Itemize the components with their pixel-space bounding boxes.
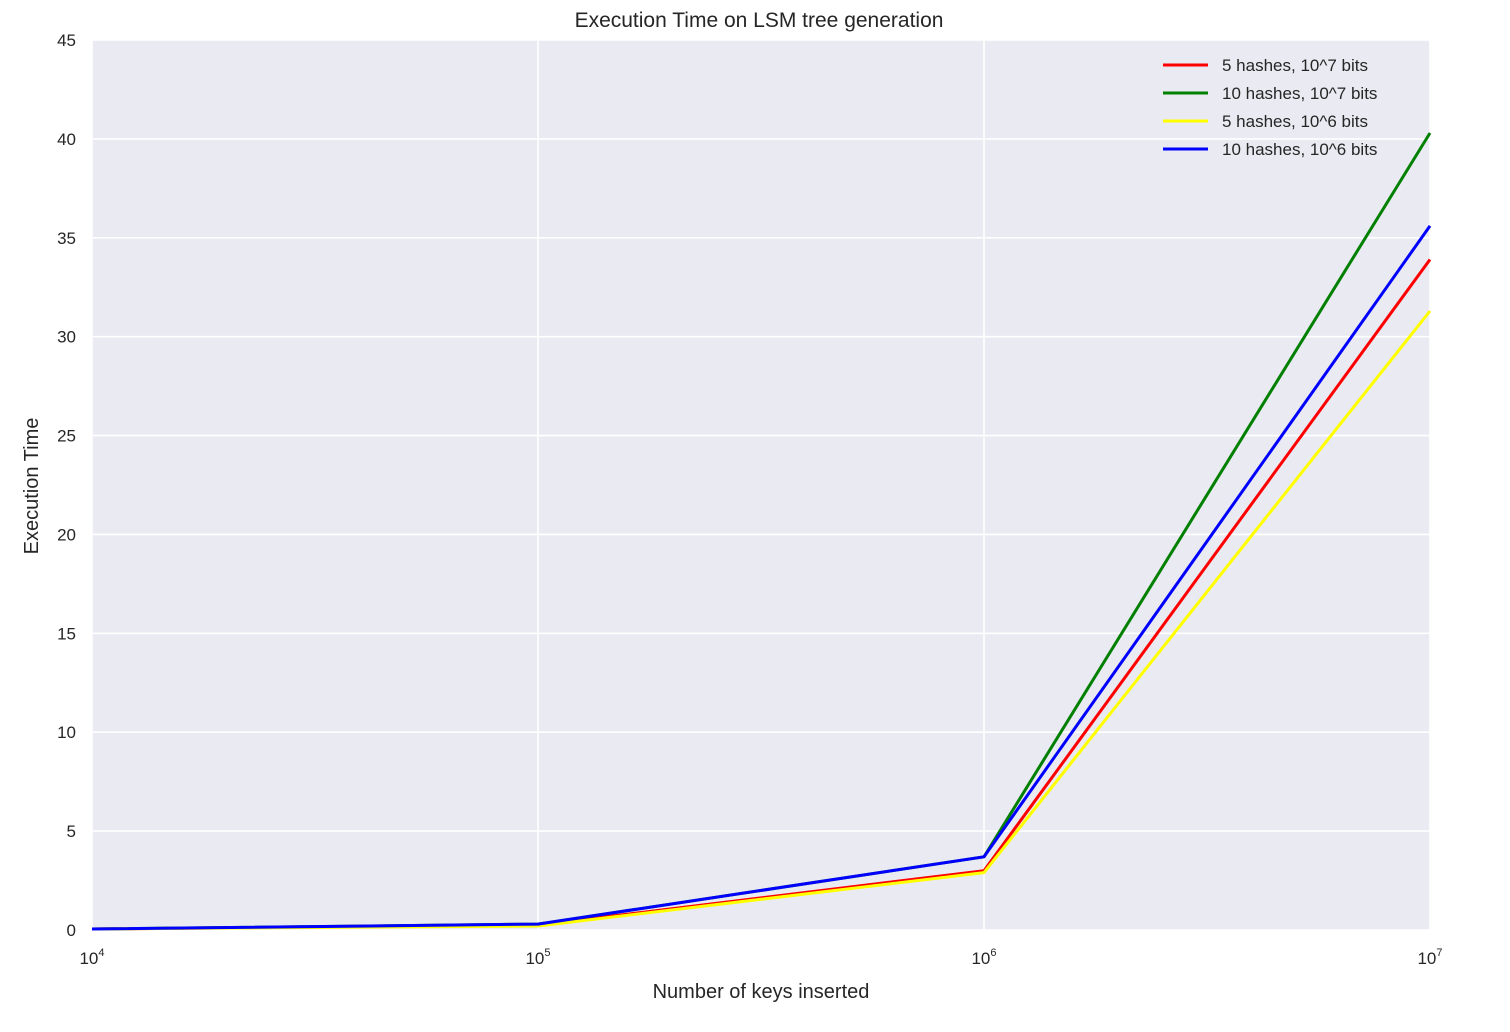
- x-tick-exponent: 5: [544, 947, 550, 959]
- legend-label-2: 10 hashes, 10^7 bits: [1222, 84, 1377, 103]
- y-tick-label: 5: [67, 822, 76, 841]
- plot-background: [92, 40, 1430, 930]
- y-tick-label: 35: [57, 229, 76, 248]
- x-axis-label: Number of keys inserted: [653, 981, 870, 1003]
- y-tick-label: 15: [57, 624, 76, 643]
- y-tick-label: 10: [57, 723, 76, 742]
- y-axis-label: Execution Time: [21, 418, 43, 555]
- x-tick-base: 10: [79, 949, 98, 968]
- y-tick-label: 45: [57, 31, 76, 50]
- x-tick-exponent: 4: [98, 947, 104, 959]
- y-tick-label: 0: [67, 921, 76, 940]
- legend-label-3: 5 hashes, 10^6 bits: [1222, 112, 1368, 131]
- x-gridlines: [91, 40, 1431, 930]
- y-tick-label: 40: [57, 130, 76, 149]
- x-tick-base: 10: [1417, 949, 1436, 968]
- y-tick-label: 20: [57, 525, 76, 544]
- x-tick-label: 106: [971, 947, 996, 968]
- x-tick-label: 105: [525, 947, 550, 968]
- x-tick-base: 10: [525, 949, 544, 968]
- x-tick-base: 10: [971, 949, 990, 968]
- legend-label-1: 5 hashes, 10^7 bits: [1222, 56, 1368, 75]
- chart-title: Execution Time on LSM tree generation: [575, 9, 944, 32]
- x-tick-labels: 104 105 106 107: [79, 947, 1442, 968]
- x-tick-exponent: 6: [990, 947, 996, 959]
- legend-label-4: 10 hashes, 10^6 bits: [1222, 140, 1377, 159]
- y-gridlines: [92, 39, 1430, 931]
- legend: 5 hashes, 10^7 bits 10 hashes, 10^7 bits 5…: [1163, 56, 1377, 159]
- y-tick-label: 25: [57, 427, 76, 446]
- x-tick-label: 104: [79, 947, 104, 968]
- y-tick-label: 30: [57, 328, 76, 347]
- series-line-4: [91, 225, 1432, 931]
- x-tick-label: 107: [1417, 947, 1442, 968]
- y-tick-labels: 0 5 10 15 20 25 30 35 40 45: [57, 31, 76, 940]
- series-lines: [91, 132, 1432, 931]
- x-tick-exponent: 7: [1436, 947, 1442, 959]
